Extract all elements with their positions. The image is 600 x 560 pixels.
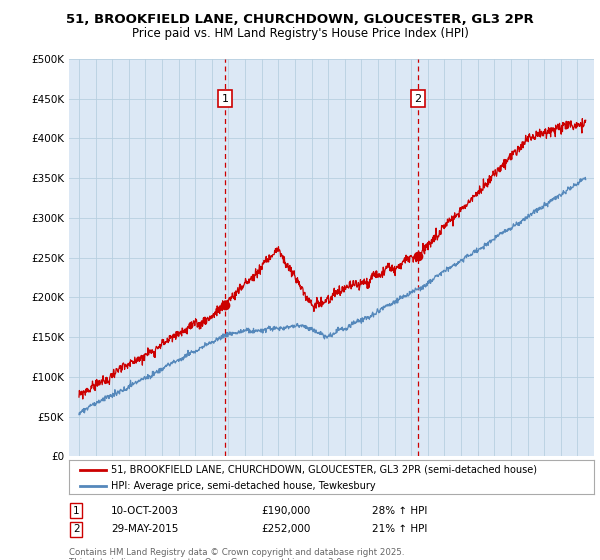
Text: 2: 2 [73, 524, 80, 534]
Text: 1: 1 [73, 506, 80, 516]
Text: 29-MAY-2015: 29-MAY-2015 [111, 524, 178, 534]
Text: 21% ↑ HPI: 21% ↑ HPI [372, 524, 427, 534]
Text: HPI: Average price, semi-detached house, Tewkesbury: HPI: Average price, semi-detached house,… [111, 480, 376, 491]
Text: 2: 2 [415, 94, 422, 104]
Text: £252,000: £252,000 [261, 524, 310, 534]
Text: Price paid vs. HM Land Registry's House Price Index (HPI): Price paid vs. HM Land Registry's House … [131, 27, 469, 40]
Text: 28% ↑ HPI: 28% ↑ HPI [372, 506, 427, 516]
Text: 51, BROOKFIELD LANE, CHURCHDOWN, GLOUCESTER, GL3 2PR: 51, BROOKFIELD LANE, CHURCHDOWN, GLOUCES… [66, 13, 534, 26]
Text: 1: 1 [221, 94, 229, 104]
Text: Contains HM Land Registry data © Crown copyright and database right 2025.
This d: Contains HM Land Registry data © Crown c… [69, 548, 404, 560]
Text: 51, BROOKFIELD LANE, CHURCHDOWN, GLOUCESTER, GL3 2PR (semi-detached house): 51, BROOKFIELD LANE, CHURCHDOWN, GLOUCES… [111, 465, 537, 475]
Text: 10-OCT-2003: 10-OCT-2003 [111, 506, 179, 516]
Text: £190,000: £190,000 [261, 506, 310, 516]
